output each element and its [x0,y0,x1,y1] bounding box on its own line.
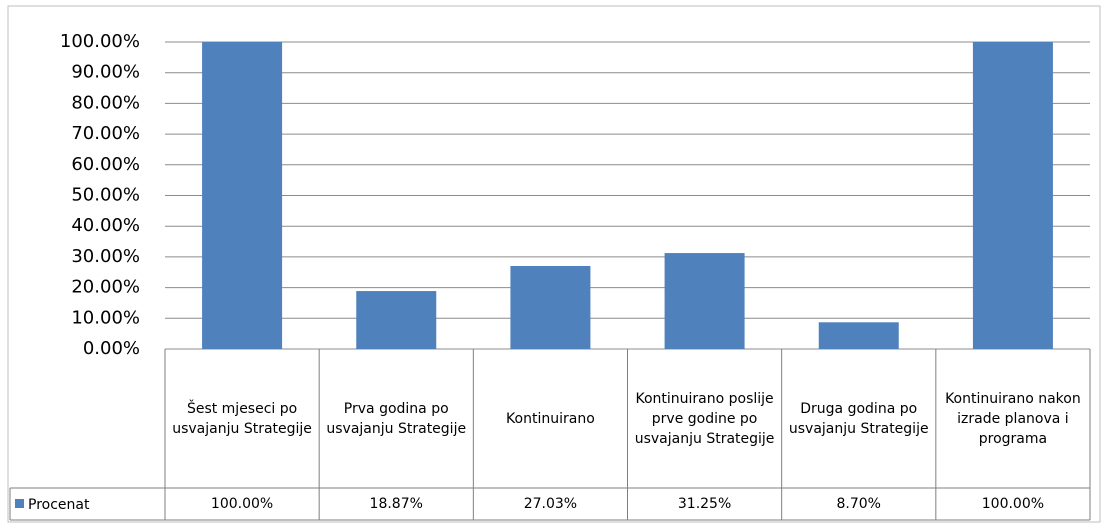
bar [202,42,283,349]
chart-border [7,5,1101,523]
x-tick-label: Kontinuirano nakon izrade planova i prog… [945,390,1081,447]
value-label: 31.25% [677,496,732,512]
y-tick-label: 60.00% [71,154,140,175]
y-tick-label: 10.00% [71,307,140,328]
y-tick-label: 70.00% [71,123,140,144]
value-label: 18.87% [369,496,423,512]
x-tick-label: Prva godina po usvajanju Strategije [326,400,467,437]
legend-key [15,499,24,508]
x-tick-label: Druga godina po usvajanju Strategije [788,400,929,437]
data-table-lines [9,349,1090,521]
legend-label: Procenat [28,497,90,513]
y-tick-label: 40.00% [71,215,140,236]
y-tick-label: 100.00% [60,31,140,52]
value-label: 27.03% [523,496,578,512]
y-tick-label: 90.00% [71,62,140,83]
y-tick-label: 0.00% [83,338,140,359]
x-tick-label: Kontinuirano poslije prve godine po usva… [634,390,775,447]
bar [356,291,437,349]
x-tick-label: Kontinuirano [506,410,595,427]
bar [972,42,1053,349]
y-tick-label: 80.00% [71,92,140,113]
y-tick-label: 20.00% [71,277,140,298]
y-tick-label: 50.00% [71,185,140,206]
value-label: 100.00% [210,496,274,512]
value-label: 8.70% [836,496,881,512]
y-tick-label: 30.00% [71,246,140,267]
x-tick-label: Šest mjeseci po usvajanju Strategije [172,400,312,437]
bar [818,322,899,349]
bar [664,253,745,349]
bar [510,266,591,349]
value-label: 100.00% [981,496,1045,512]
